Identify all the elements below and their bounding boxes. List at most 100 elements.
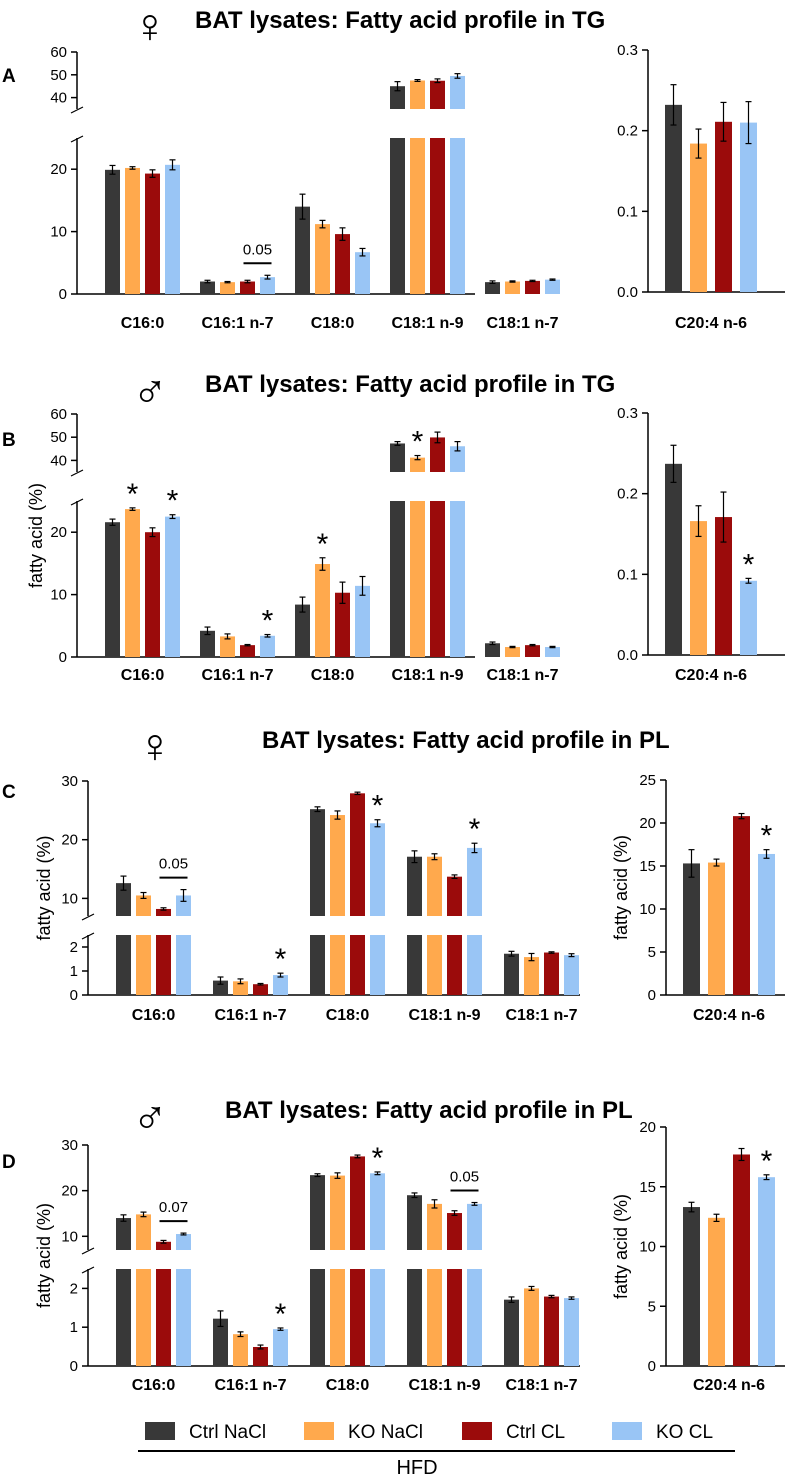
bar — [200, 281, 215, 294]
bar — [485, 282, 500, 294]
side-x-tick-label: C20:4 n-6 — [693, 1007, 765, 1024]
x-tick-label: C18:1 n-9 — [391, 315, 463, 332]
p-value-label: 0.05 — [243, 241, 272, 258]
bar — [524, 1288, 539, 1366]
bar — [485, 643, 500, 657]
chart-title: BAT lysates: Fatty acid profile in TG — [195, 7, 605, 34]
axis-break-mark — [81, 913, 95, 921]
side-y-tick-label: 0.3 — [617, 42, 638, 59]
bar — [544, 1296, 559, 1366]
bar — [355, 585, 370, 657]
bar — [295, 206, 310, 294]
bar — [390, 86, 405, 109]
bar — [200, 630, 215, 657]
bar-lower-segment — [156, 1269, 171, 1366]
x-tick-label: C18:0 — [326, 1007, 370, 1024]
bar-lower-segment — [370, 935, 385, 995]
y-tick-label: 0 — [70, 987, 78, 1004]
bar-lower-segment — [467, 935, 482, 995]
bar — [233, 1334, 248, 1366]
bar-lower-segment — [390, 501, 405, 657]
bar — [330, 1175, 345, 1250]
bar — [295, 604, 310, 657]
bar-lower-segment — [136, 1269, 151, 1366]
chart-title: BAT lysates: Fatty acid profile in TG — [205, 371, 615, 398]
sex-symbol: ♀ — [132, 0, 168, 53]
x-tick-label: C16:1 n-7 — [214, 1377, 286, 1394]
side-bar — [683, 863, 700, 995]
side-significance-star: * — [761, 1145, 773, 1178]
bar-lower-segment — [390, 138, 405, 294]
x-tick-label: C16:0 — [132, 1377, 176, 1394]
bar — [370, 823, 385, 916]
side-significance-star: * — [761, 820, 773, 853]
legend-swatch — [304, 1422, 334, 1440]
axis-break-mark — [81, 1247, 95, 1255]
y-axis-label: fatty acid (%) — [34, 835, 54, 940]
x-tick-label: C16:1 n-7 — [201, 315, 273, 332]
bar — [240, 645, 255, 657]
axis-break-mark — [70, 498, 84, 506]
bar — [176, 1234, 191, 1250]
side-y-tick-label: 10 — [639, 1239, 656, 1256]
side-x-tick-label: C20:4 n-6 — [675, 667, 747, 684]
bar-lower-segment — [330, 1269, 345, 1366]
bar — [467, 1203, 482, 1250]
bar-lower-segment — [447, 1269, 462, 1366]
bar — [310, 809, 325, 916]
side-y-tick-label: 0 — [648, 987, 656, 1004]
x-tick-label: C18:1 n-9 — [408, 1007, 480, 1024]
bar-lower-segment — [136, 935, 151, 995]
bar — [335, 234, 350, 294]
y-tick-label: 20 — [61, 1183, 78, 1200]
bar — [545, 647, 560, 657]
significance-star: * — [372, 1142, 384, 1175]
bar — [145, 173, 160, 294]
bar — [156, 908, 171, 916]
panel-label: D — [2, 1152, 16, 1173]
y-tick-label: 20 — [50, 161, 67, 178]
bar-lower-segment — [467, 1269, 482, 1366]
bar — [330, 815, 345, 916]
bar — [450, 75, 465, 109]
bar — [427, 856, 442, 916]
significance-star: * — [469, 813, 481, 846]
side-y-tick-label: 0.1 — [617, 566, 638, 583]
side-x-tick-label: C20:4 n-6 — [675, 315, 747, 332]
bar — [370, 1173, 385, 1250]
bar — [544, 952, 559, 995]
significance-star: * — [167, 485, 179, 518]
bar — [410, 80, 425, 109]
y-tick-label: 30 — [61, 773, 78, 790]
chart-title: BAT lysates: Fatty acid profile in PL — [262, 727, 670, 754]
panel-label: B — [2, 430, 16, 451]
bar — [427, 1203, 442, 1250]
side-y-axis-label: fatty acid (%) — [611, 1194, 631, 1299]
bar — [260, 277, 275, 294]
bar — [273, 975, 288, 995]
y-tick-label: 60 — [50, 44, 67, 61]
x-tick-label: C16:0 — [121, 315, 165, 332]
bar — [105, 522, 120, 657]
y-tick-label: 10 — [61, 890, 78, 907]
bar-lower-segment — [176, 1269, 191, 1366]
y-tick-label: 0 — [59, 649, 67, 666]
bar — [165, 164, 180, 294]
side-y-axis-label: fatty acid (%) — [611, 835, 631, 940]
y-tick-label: 50 — [50, 67, 67, 84]
x-tick-label: C18:1 n-9 — [391, 667, 463, 684]
bar — [430, 437, 445, 472]
x-tick-label: C16:0 — [121, 667, 165, 684]
side-bar — [733, 816, 750, 995]
y-axis-label: fatty acid (%) — [26, 483, 46, 588]
bar — [335, 592, 350, 657]
y-tick-label: 2 — [70, 1280, 78, 1297]
bar — [545, 279, 560, 294]
p-value-label: 0.05 — [159, 856, 188, 873]
x-tick-label: C18:1 n-7 — [505, 1377, 577, 1394]
bar — [350, 1156, 365, 1250]
y-tick-label: 0 — [59, 286, 67, 303]
x-tick-label: C18:1 n-7 — [486, 667, 558, 684]
bar — [525, 280, 540, 294]
